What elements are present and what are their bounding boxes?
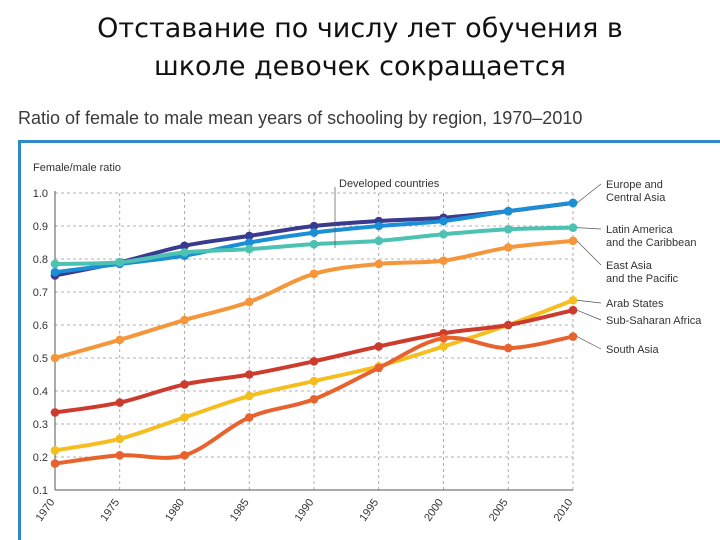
legend-leader-line (576, 299, 602, 304)
chart-title: Ratio of female to male mean years of sc… (18, 108, 583, 128)
chart-frame (18, 140, 720, 540)
legend-label-south-asia: South Asia (606, 344, 659, 356)
x-tick-label: 1975 (98, 497, 122, 524)
data-point-sub-saharan-africa (374, 342, 384, 351)
x-tick-label: 1980 (163, 497, 187, 524)
x-tick-label: 2005 (487, 497, 511, 524)
y-tick-label: 0.7 (33, 287, 48, 299)
y-tick-label: 0.2 (33, 452, 48, 464)
data-point-latin-america-and-the-caribbean (503, 225, 513, 234)
data-point-arab-states (568, 295, 578, 305)
y-tick-label: 0.1 (33, 485, 48, 497)
data-point-sub-saharan-africa (244, 370, 254, 379)
data-point-arab-states (180, 413, 189, 422)
legend-leader-line (576, 227, 602, 230)
data-point-east-asia-and-the-pacific (568, 236, 578, 246)
data-point-south-asia (50, 459, 60, 468)
data-point-east-asia-and-the-pacific (374, 259, 384, 269)
y-tick-label: 0.8 (33, 254, 48, 266)
data-point-sub-saharan-africa (50, 408, 60, 417)
data-point-east-asia-and-the-pacific (244, 297, 254, 307)
legend-label-east-asia-and-the-pacific: East Asia (606, 260, 653, 272)
data-point-latin-america-and-the-caribbean (309, 239, 319, 249)
annotation-developed-countries: Developed countries (339, 178, 440, 190)
data-point-latin-america-and-the-caribbean (115, 258, 125, 267)
data-point-sub-saharan-africa (309, 357, 319, 366)
legend-label-latin-america-and-the-caribbean: and the Caribbean (606, 237, 697, 249)
data-point-east-asia-and-the-pacific (180, 315, 189, 325)
data-point-latin-america-and-the-caribbean (374, 236, 384, 246)
data-point-south-asia (374, 363, 384, 373)
data-point-east-asia-and-the-pacific (50, 353, 60, 363)
legend-label-arab-states: Arab States (606, 298, 664, 310)
x-tick-label: 1995 (357, 497, 381, 524)
x-tick-label: 1970 (34, 497, 58, 524)
y-tick-label: 0.6 (33, 320, 48, 332)
y-tick-label: 0.4 (33, 386, 48, 398)
data-point-east-asia-and-the-pacific (309, 269, 319, 279)
data-point-europe-and-central-asia (50, 267, 60, 277)
x-tick-label: 1985 (228, 497, 252, 524)
data-point-latin-america-and-the-caribbean (180, 248, 189, 257)
data-point-south-asia (115, 451, 125, 460)
legend-label-latin-america-and-the-caribbean: Latin America (606, 224, 674, 236)
data-point-sub-saharan-africa (568, 305, 578, 315)
data-point-latin-america-and-the-caribbean (568, 223, 578, 232)
data-point-europe-and-central-asia (568, 198, 578, 208)
data-point-developed-countries (244, 231, 254, 241)
data-point-south-asia (503, 343, 513, 353)
y-axis-label: Female/male ratio (33, 162, 121, 174)
data-point-arab-states (50, 446, 60, 455)
y-tick-label: 0.5 (33, 353, 48, 365)
legend-leader-line (576, 336, 602, 350)
data-point-latin-america-and-the-caribbean (439, 229, 448, 239)
data-point-sub-saharan-africa (503, 320, 513, 330)
data-point-arab-states (244, 391, 254, 401)
legend-leader-line (576, 183, 602, 204)
data-point-sub-saharan-africa (115, 398, 125, 407)
legend-label-europe-and-central-asia: Central Asia (606, 192, 666, 204)
legend-label-east-asia-and-the-pacific: and the Pacific (606, 273, 679, 285)
data-point-east-asia-and-the-pacific (439, 256, 448, 265)
slide-title: Отставание по числу лет обучения в школе… (20, 10, 700, 86)
data-point-sub-saharan-africa (180, 380, 189, 389)
data-point-east-asia-and-the-pacific (503, 243, 513, 252)
data-point-europe-and-central-asia (244, 238, 254, 247)
data-point-arab-states (439, 342, 448, 351)
legend-leader-line (576, 309, 602, 321)
data-point-latin-america-and-the-caribbean (244, 244, 254, 254)
data-point-south-asia (180, 451, 189, 460)
legend-label-europe-and-central-asia: Europe and (606, 179, 663, 191)
y-tick-label: 1.0 (33, 188, 48, 200)
data-point-south-asia (309, 394, 319, 404)
data-point-south-asia (244, 413, 254, 422)
slide-title-line-1: Отставание по числу лет обучения в (97, 13, 623, 44)
data-point-south-asia (568, 332, 578, 341)
y-tick-label: 0.9 (33, 221, 48, 233)
data-point-developed-countries (309, 221, 319, 231)
data-point-developed-countries (180, 241, 189, 251)
data-point-arab-states (309, 376, 319, 386)
y-tick-label: 0.3 (33, 419, 48, 431)
data-point-south-asia (439, 333, 448, 343)
legend-leader-line (576, 240, 602, 266)
slide-title-line-2: школе девочек сокращается (154, 51, 566, 82)
data-point-arab-states (115, 434, 125, 444)
data-point-europe-and-central-asia (503, 206, 513, 216)
data-point-east-asia-and-the-pacific (115, 335, 125, 345)
legend-label-sub-saharan-africa: Sub-Saharan Africa (606, 315, 702, 327)
data-point-europe-and-central-asia (374, 221, 384, 231)
x-tick-label: 1990 (293, 497, 317, 524)
data-point-latin-america-and-the-caribbean (50, 259, 60, 269)
x-tick-label: 2000 (422, 497, 446, 524)
x-tick-label: 2010 (552, 497, 576, 524)
data-point-europe-and-central-asia (439, 216, 448, 226)
data-point-europe-and-central-asia (309, 228, 319, 237)
